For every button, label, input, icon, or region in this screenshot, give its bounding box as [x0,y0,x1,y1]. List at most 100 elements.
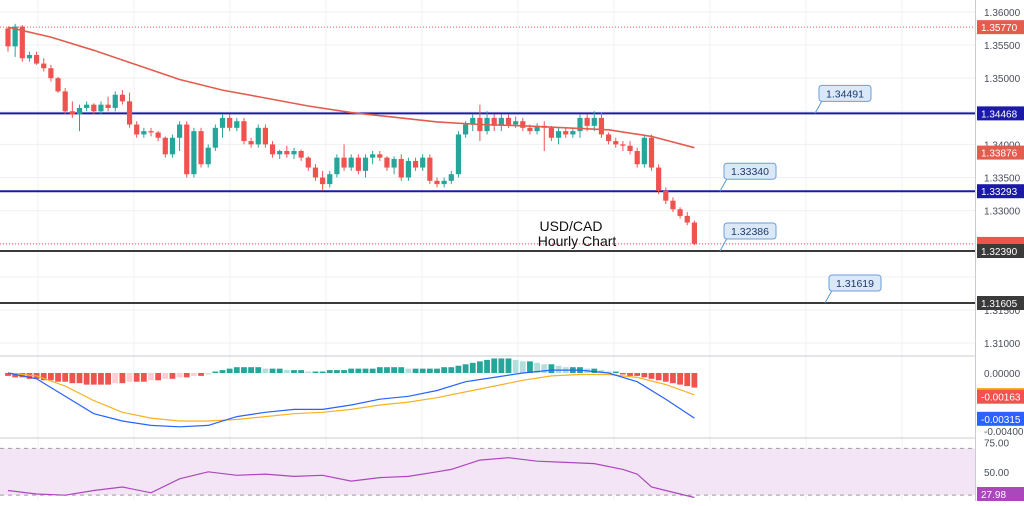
candle-body [691,222,697,244]
macd-histogram-bar [441,367,448,373]
macd-histogram-bar [83,373,90,385]
candle-body [255,127,261,145]
candle-body [105,104,111,108]
macd-histogram-bar [670,373,676,384]
candle-body [441,180,447,185]
macd-histogram-bar [519,361,526,373]
price-axis-tick-label: 1.33500 [984,174,1021,185]
candle-body [663,190,669,201]
macd-histogram-bar [5,373,11,376]
macd-histogram-bar [269,368,276,373]
macd-histogram-bar [76,373,83,384]
price-axis-tick-label: 1.35500 [984,41,1021,52]
price-tag-bg [977,106,1024,121]
price-tag-bg [977,145,1024,160]
macd-histogram-bar [369,368,376,373]
candle-body [505,117,512,125]
candle-body [41,63,47,69]
candle-body [91,104,97,112]
price-axis-tick-label: 1.31500 [984,306,1021,317]
macd-histogram-bar [412,368,419,373]
price-tag: 1.33876 [981,149,1018,160]
candle-body [320,177,326,185]
macd-histogram-bar [426,368,433,373]
candle-body [69,111,75,115]
price-axis-tick-label: 1.31000 [984,339,1021,350]
candle-body [434,180,440,185]
price-tag: 1.34468 [981,109,1018,120]
candle-body [19,26,25,59]
callout-label: 1.32386 [731,226,769,238]
candle-body [534,125,540,132]
candle-body [455,134,462,175]
macd-histogram-bar [126,373,133,382]
candle-body [291,151,297,155]
macd-histogram-bar [198,373,204,376]
macd-line [7,369,695,428]
candle-body [205,147,211,165]
callout-label: 1.33340 [731,166,769,178]
macd-histogram-bar [119,373,126,384]
chart-subtitle: Hourly Chart [538,233,617,249]
candle-body [184,124,190,175]
macd-histogram-bar [548,364,555,373]
candle-body [448,174,454,181]
macd-histogram-bar [598,370,605,373]
candle-body [427,157,433,181]
macd-histogram-bar [362,368,369,373]
macd-histogram-bar [62,373,69,382]
candle-body [198,131,204,165]
macd-histogram-bar [212,371,219,373]
macd-histogram-bar [634,373,641,376]
macd-histogram-bar [48,373,54,381]
macd-histogram-bar [319,371,326,373]
macd-histogram-bar [262,368,269,373]
candle-body [341,157,347,168]
candle-body [555,131,562,138]
candle-body [298,151,304,158]
macd-histogram-bar [312,371,319,373]
macd-histogram-bar [491,358,498,373]
macd-histogram-bar [305,371,312,373]
price-axis-tick-label: 1.35000 [984,74,1021,85]
candle-body [112,94,118,108]
rsi-tag: 27.98 [981,490,1006,501]
candle-body [312,167,319,178]
macd-histogram-bar [641,373,648,378]
price-tag: 1.33293 [981,187,1018,198]
candle-body [334,157,340,175]
macd-histogram-bar [12,373,19,378]
macd-tag-bg [977,389,1024,404]
macd-tag-bg [977,411,1024,426]
price-tag: 1.31605 [981,299,1018,310]
candle-body [563,131,569,135]
macd-histogram-bar [376,367,383,373]
macd-histogram-bar [298,370,305,373]
candle-body [684,215,690,223]
macd-histogram-bar [162,373,169,379]
candle-body [627,145,633,152]
macd-histogram-bar [605,371,612,373]
macd-histogram-bar [40,373,47,381]
macd-tag: -0.00315 [981,415,1021,426]
candle-body [648,137,655,168]
candle-body [463,124,469,135]
candle-body [656,167,662,191]
macd-histogram-bar [398,367,405,373]
macd-histogram-bar [541,364,548,373]
candle-body [634,151,640,165]
macd-histogram-bar [148,373,154,381]
rsi-axis-tick-label: 50.00 [984,468,1009,479]
macd-histogram-bar [90,373,97,385]
candle-body [212,127,218,148]
candle-body [570,131,576,135]
candle-body [55,78,61,92]
macd-histogram-bar [477,361,483,373]
macd-histogram-bar [405,368,412,373]
macd-histogram-bar [183,373,190,378]
macd-histogram-bar [133,373,140,382]
macd-histogram-bar [69,373,76,384]
macd-histogram-bar [26,373,33,379]
candle-body [527,127,533,132]
